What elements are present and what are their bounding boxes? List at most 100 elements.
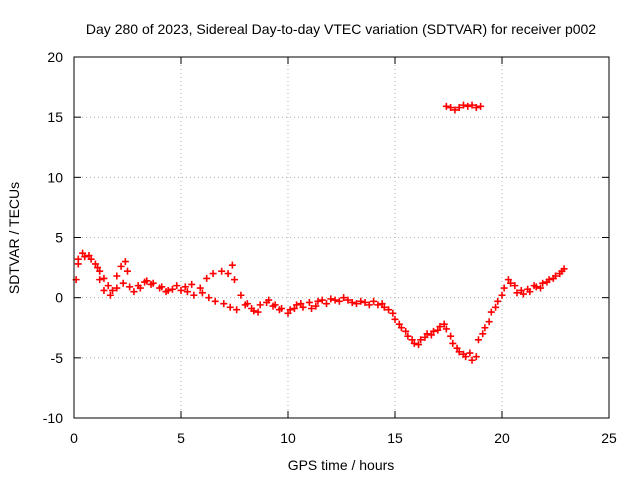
data-point bbox=[560, 265, 568, 273]
data-point bbox=[449, 339, 457, 347]
data-point bbox=[442, 325, 450, 333]
data-point bbox=[297, 300, 305, 308]
data-point bbox=[196, 284, 204, 292]
data-point bbox=[539, 279, 547, 287]
y-tick-label: 10 bbox=[47, 169, 63, 185]
data-point bbox=[507, 279, 515, 287]
data-point bbox=[205, 294, 213, 302]
data-point bbox=[314, 297, 322, 305]
data-point bbox=[256, 301, 264, 309]
data-point bbox=[284, 309, 292, 317]
x-tick-labels: 0 5 10 15 20 25 bbox=[70, 430, 617, 446]
data-point bbox=[318, 296, 326, 304]
data-point bbox=[299, 303, 307, 311]
data-point bbox=[158, 283, 166, 291]
y-axis-label: SDTVAR / TECUs bbox=[6, 182, 22, 294]
data-point bbox=[451, 106, 459, 114]
data-point bbox=[203, 274, 211, 282]
data-point bbox=[254, 308, 262, 316]
data-point bbox=[190, 291, 198, 299]
data-point bbox=[290, 304, 298, 312]
data-point bbox=[224, 270, 232, 278]
data-point bbox=[104, 282, 112, 290]
data-point bbox=[380, 303, 388, 311]
data-point bbox=[109, 286, 117, 294]
data-point bbox=[209, 270, 217, 278]
data-point bbox=[417, 336, 425, 344]
y-tick-label: 5 bbox=[55, 230, 63, 246]
data-point bbox=[430, 327, 438, 335]
data-point bbox=[348, 298, 356, 306]
data-point bbox=[293, 301, 301, 309]
data-point bbox=[312, 302, 320, 310]
data-point bbox=[385, 306, 393, 314]
data-point bbox=[271, 301, 279, 309]
data-point bbox=[365, 301, 373, 309]
data-point bbox=[243, 300, 251, 308]
data-point bbox=[85, 252, 93, 260]
y-tick-label: 20 bbox=[47, 49, 63, 65]
data-point bbox=[370, 297, 378, 305]
data-point bbox=[485, 318, 493, 326]
data-point bbox=[250, 307, 258, 315]
data-point bbox=[94, 264, 102, 272]
data-point bbox=[237, 291, 245, 299]
data-point bbox=[211, 297, 219, 305]
x-tick-label: 5 bbox=[177, 430, 185, 446]
data-point bbox=[434, 326, 442, 334]
data-point bbox=[459, 101, 467, 109]
data-point bbox=[100, 274, 108, 282]
data-point bbox=[556, 270, 564, 278]
data-point bbox=[113, 272, 121, 280]
data-point bbox=[79, 249, 87, 257]
x-tick-label: 0 bbox=[70, 430, 78, 446]
data-points bbox=[72, 101, 568, 364]
data-point bbox=[455, 348, 463, 356]
data-point bbox=[410, 339, 418, 347]
data-point bbox=[487, 308, 495, 316]
data-point bbox=[436, 323, 444, 331]
data-point bbox=[335, 297, 343, 305]
data-point bbox=[278, 304, 286, 312]
data-point bbox=[220, 300, 228, 308]
data-point bbox=[344, 296, 352, 304]
data-point bbox=[130, 288, 138, 296]
x-tick-label: 25 bbox=[601, 430, 617, 446]
x-tick-label: 15 bbox=[387, 430, 403, 446]
data-point bbox=[498, 291, 506, 299]
data-point bbox=[391, 315, 399, 323]
data-point bbox=[481, 324, 489, 332]
data-point bbox=[357, 297, 365, 305]
data-point bbox=[408, 336, 416, 344]
data-point bbox=[549, 274, 557, 282]
data-point bbox=[126, 283, 134, 291]
data-point bbox=[327, 295, 335, 303]
data-point bbox=[74, 260, 82, 268]
data-point bbox=[106, 291, 114, 299]
data-point bbox=[198, 289, 206, 297]
data-point bbox=[423, 330, 431, 338]
data-point bbox=[442, 102, 450, 110]
data-point bbox=[511, 282, 519, 290]
data-point bbox=[468, 101, 476, 109]
data-point bbox=[361, 298, 369, 306]
data-point bbox=[543, 278, 551, 286]
data-point bbox=[265, 296, 273, 304]
data-point bbox=[100, 286, 108, 294]
x-tick-label: 20 bbox=[494, 430, 510, 446]
data-point bbox=[226, 303, 234, 311]
data-point bbox=[517, 286, 525, 294]
x-tick-label: 10 bbox=[280, 430, 296, 446]
data-point bbox=[464, 102, 472, 110]
data-point bbox=[504, 276, 512, 284]
data-point bbox=[136, 284, 144, 292]
data-point bbox=[286, 306, 294, 314]
data-point bbox=[374, 301, 382, 309]
data-point bbox=[421, 333, 429, 341]
data-point bbox=[164, 286, 172, 294]
data-point bbox=[177, 286, 185, 294]
data-point bbox=[472, 104, 480, 112]
data-point bbox=[183, 288, 191, 296]
y-tick-label: -5 bbox=[51, 350, 64, 366]
